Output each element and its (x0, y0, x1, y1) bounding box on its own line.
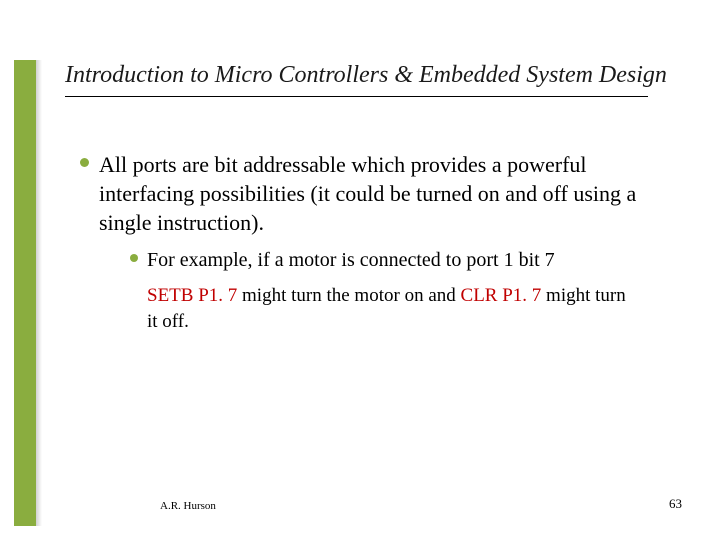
page-number: 63 (669, 496, 682, 512)
bullet-level2: For example, if a motor is connected to … (130, 247, 650, 273)
slide: Introduction to Micro Controllers & Embe… (0, 0, 720, 540)
sub-block: For example, if a motor is connected to … (130, 247, 650, 273)
example-text: SETB P1. 7 might turn the motor on and C… (147, 283, 650, 334)
sub-bullet-text: For example, if a motor is connected to … (147, 247, 555, 273)
sub-bullet-dot-icon (130, 254, 138, 262)
code-clr: CLR P1. 7 (461, 285, 542, 306)
bullet-dot-icon (80, 158, 89, 167)
bullet-level1: All ports are bit addressable which prov… (80, 150, 650, 237)
bullet1-text: All ports are bit addressable which prov… (99, 150, 650, 237)
slide-title: Introduction to Micro Controllers & Embe… (65, 60, 680, 90)
code-setb: SETB P1. 7 (147, 285, 237, 306)
content-area: All ports are bit addressable which prov… (80, 150, 650, 334)
example-mid: might turn the motor on and (237, 285, 460, 306)
title-underline (65, 96, 648, 97)
author-label: A.R. Hurson (160, 500, 216, 512)
accent-shadow (36, 60, 42, 526)
accent-bar (14, 60, 36, 526)
